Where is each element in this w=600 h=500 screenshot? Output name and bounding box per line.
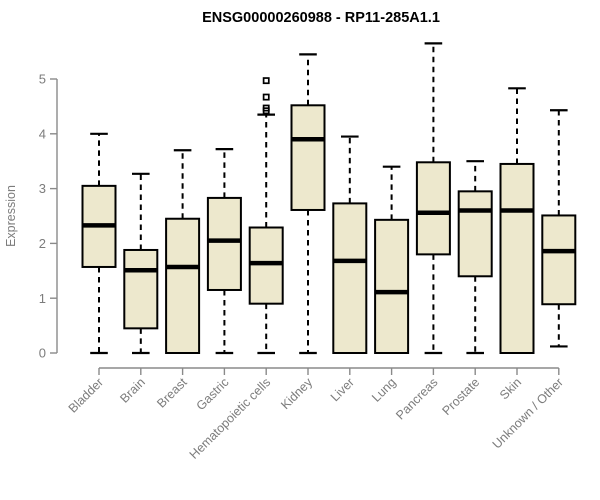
- box-breast: [165, 149, 201, 354]
- box-lung: [374, 165, 410, 354]
- y-axis-title: Expression: [4, 185, 18, 247]
- y-tick-label: 0: [39, 346, 46, 361]
- x-tick-label: Pancreas: [393, 375, 440, 422]
- iqr-box: [290, 104, 326, 211]
- box-kidney: [290, 53, 326, 355]
- chart-title: ENSG00000260988 - RP11-285A1.1: [202, 10, 440, 26]
- box-liver: [332, 135, 368, 354]
- box-skin: [499, 87, 535, 354]
- x-tick-label: Lung: [369, 375, 399, 405]
- x-tick-label: Unknown / Other: [490, 375, 566, 451]
- iqr-box: [332, 202, 368, 354]
- box-unknown-other: [541, 109, 577, 348]
- x-tick-label: Breast: [154, 375, 190, 411]
- iqr-box: [123, 248, 159, 330]
- box-pancreas: [415, 42, 451, 355]
- outlier-point: [262, 104, 270, 112]
- y-tick-label: 1: [39, 291, 46, 306]
- x-tick-label: Skin: [497, 375, 524, 402]
- x-tick-label: Hematopoietic cells: [187, 375, 274, 462]
- x-tick-label: Brain: [117, 375, 148, 406]
- x-tick-label: Bladder: [66, 375, 106, 415]
- box-prostate: [457, 160, 493, 355]
- y-tick-label: 2: [39, 236, 46, 251]
- y-tick-label: 5: [39, 72, 46, 87]
- x-tick-label: Kidney: [278, 375, 315, 412]
- iqr-box: [541, 214, 577, 306]
- x-tick-label: Liver: [328, 375, 357, 404]
- iqr-box: [374, 218, 410, 354]
- iqr-box: [165, 217, 201, 354]
- x-tick-label: Gastric: [194, 375, 232, 413]
- box-hematopoietic-cells: [248, 77, 284, 355]
- x-tick-label: Prostate: [439, 375, 482, 418]
- iqr-box: [248, 226, 284, 305]
- box-brain: [123, 172, 159, 355]
- outlier-point: [262, 93, 270, 101]
- box-gastric: [206, 148, 242, 355]
- outlier-point: [262, 77, 270, 85]
- iqr-box: [499, 162, 535, 354]
- iqr-box: [415, 161, 451, 256]
- iqr-box: [457, 190, 493, 278]
- y-tick-label: 3: [39, 181, 46, 196]
- boxes-layer: [81, 42, 577, 355]
- y-tick-label: 4: [39, 126, 46, 141]
- box-bladder: [81, 132, 117, 355]
- iqr-box: [206, 196, 242, 291]
